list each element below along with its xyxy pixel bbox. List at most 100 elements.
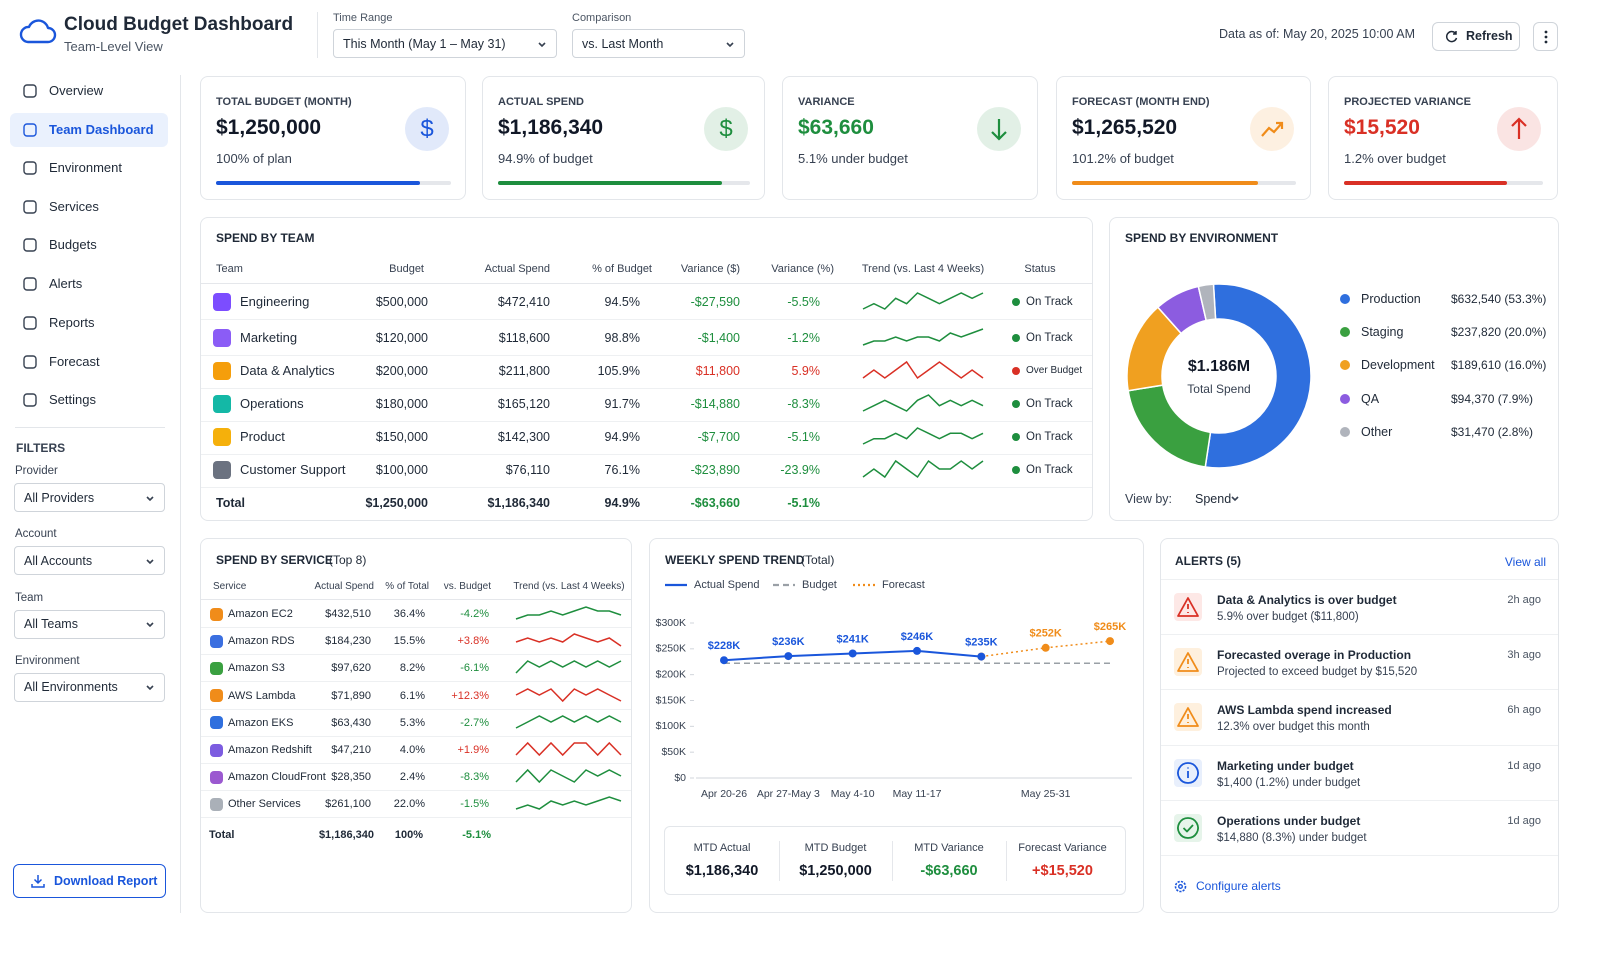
team-variance-pct: -5.5% <box>787 295 820 309</box>
alert-item[interactable]: AWS Lambda spend increased 12.3% over bud… <box>1161 689 1558 744</box>
service-spend: $63,430 <box>331 716 371 729</box>
alert-glyph <box>1177 652 1199 673</box>
nav-item[interactable]: Environment <box>10 151 168 185</box>
kpi-icon-glyph <box>991 119 1007 141</box>
alert-item[interactable]: Forecasted overage in Production Projecte… <box>1161 634 1558 689</box>
service-total-cell: -5.1% <box>462 829 491 841</box>
nav-item[interactable]: Settings <box>10 383 168 417</box>
alert-time: 1d ago <box>1507 814 1541 827</box>
team-actual: $165,120 <box>497 397 550 411</box>
kpi-icon-bg <box>405 107 449 151</box>
comparison-select-value: vs. Last Month <box>582 36 664 51</box>
alert-detail: Projected to exceed budget by $15,520 <box>1217 666 1418 679</box>
row-rule <box>201 627 631 628</box>
kpi-glyph: $ <box>420 115 433 142</box>
chevron-icon <box>538 41 546 47</box>
series-point <box>720 656 728 665</box>
donut-center-value: $1.186M <box>1188 358 1250 375</box>
nav-item[interactable]: Budgets <box>10 228 168 262</box>
filter-select[interactable]: All Accounts <box>14 546 165 576</box>
trend-panel: WEEKLY SPEND TREND (Total) Actual Spend Bud… <box>649 538 1144 913</box>
kpi-icon-glyph: $ <box>420 115 433 142</box>
donut-segment <box>1197 283 1217 322</box>
nav-item[interactable]: Overview <box>10 74 168 108</box>
kpi-icon: $ <box>704 107 748 151</box>
more-dot <box>1544 30 1548 34</box>
column-header: % of Budget <box>592 263 652 275</box>
comparison-select[interactable]: vs. Last Month <box>572 29 745 58</box>
team-name: Engineering <box>240 294 310 309</box>
row-icon <box>210 607 223 621</box>
team-pct: 98.8% <box>604 331 640 345</box>
donut-chart: $1.186M Total Spend <box>1126 283 1312 469</box>
filter-select-value: All Environments <box>24 680 118 695</box>
kpi-icon: $ <box>405 107 449 151</box>
service-name: AWS Lambda <box>228 689 296 702</box>
column-header: Budget <box>389 263 424 275</box>
column-header: vs. Budget <box>443 581 491 592</box>
summary-label: MTD Actual <box>693 842 751 854</box>
x-tick-label: May 11-17 <box>893 788 942 800</box>
configure-alerts-link[interactable]: Configure alerts <box>1196 879 1281 893</box>
chart-subtitle: (Total) <box>801 553 835 567</box>
more-button[interactable] <box>1533 22 1558 51</box>
legend-value: $237,820 (20.0%) <box>1451 325 1547 340</box>
kpi-card: FORECAST (MONTH END) $1,265,520 101.2% of … <box>1056 76 1311 200</box>
nav-icon <box>23 123 37 137</box>
view-by-select[interactable]: Spend <box>1190 489 1240 509</box>
column-header: Trend (vs. Last 4 Weeks) <box>513 581 625 592</box>
service-pct: 36.4% <box>393 608 425 620</box>
nav-item[interactable]: Services <box>10 190 168 224</box>
alert-item[interactable]: Data & Analytics is over budget 5.9% over… <box>1161 579 1558 634</box>
chart-title: WEEKLY SPEND TREND <box>665 553 805 567</box>
time-range-select[interactable]: This Month (May 1 – May 31) <box>333 29 557 58</box>
header-divider <box>317 12 318 58</box>
alert-title: Data & Analytics is over budget <box>1217 593 1397 607</box>
kpi-icon <box>1497 107 1541 151</box>
filter-select[interactable]: All Providers <box>14 483 165 512</box>
sparkline <box>515 606 622 620</box>
row-rule <box>201 388 1092 389</box>
filter-select[interactable]: All Environments <box>14 672 165 702</box>
refresh-button[interactable]: Refresh <box>1432 22 1520 51</box>
row-icon <box>210 716 223 730</box>
service-spend: $28,350 <box>331 771 371 784</box>
kpi-title: FORECAST (MONTH END) <box>1072 96 1210 108</box>
team-variance-pct: -1.2% <box>787 331 820 345</box>
nav-item[interactable]: Reports <box>10 306 168 340</box>
kpi-note: 94.9% of budget <box>498 151 593 166</box>
team-total-cell: $1,186,340 <box>487 496 550 510</box>
legend-label: Staging <box>1361 325 1404 340</box>
app-subtitle: Team-Level View <box>64 39 163 54</box>
environment-panel: SPEND BY ENVIRONMENT $1.186M Total Spend Pr… <box>1109 217 1559 521</box>
alert-item[interactable]: Operations under budget $14,880 (8.3%) un… <box>1161 799 1558 855</box>
nav-item[interactable]: Alerts <box>10 267 168 301</box>
service-pct: 5.3% <box>399 716 425 729</box>
alert-item[interactable]: Marketing under budget $1,400 (1.2%) unde… <box>1161 744 1558 800</box>
service-pct: 22.0% <box>393 798 425 811</box>
x-tick-label: Apr 20-26 <box>701 788 747 800</box>
row-rule <box>201 708 631 710</box>
kpi-icon-glyph <box>1261 121 1284 137</box>
row-icon <box>210 661 223 675</box>
alerts-rule <box>1161 855 1558 856</box>
nav-item[interactable]: Forecast <box>10 345 168 379</box>
download-button[interactable]: Download Report <box>13 864 166 898</box>
sparkline-line <box>515 633 622 647</box>
team-budget: $200,000 <box>375 364 428 378</box>
status-dot <box>1012 334 1020 342</box>
row-icon <box>210 689 223 703</box>
nav-item[interactable]: Team Dashboard <box>10 113 168 147</box>
sidebar-separator <box>15 427 165 428</box>
summary-value: -$63,660 <box>920 863 978 879</box>
filter-select[interactable]: All Teams <box>14 609 165 639</box>
row-icon <box>210 743 223 757</box>
y-tick-label: $0 <box>674 772 686 784</box>
nav-label: Services <box>49 199 99 214</box>
nav-glyph <box>23 161 37 175</box>
team-variance: -$7,700 <box>697 430 740 444</box>
view-all-link[interactable]: View all <box>1504 555 1546 569</box>
sparkline <box>862 459 984 479</box>
alert-icon <box>1174 648 1202 677</box>
sparkline-line <box>515 714 622 729</box>
